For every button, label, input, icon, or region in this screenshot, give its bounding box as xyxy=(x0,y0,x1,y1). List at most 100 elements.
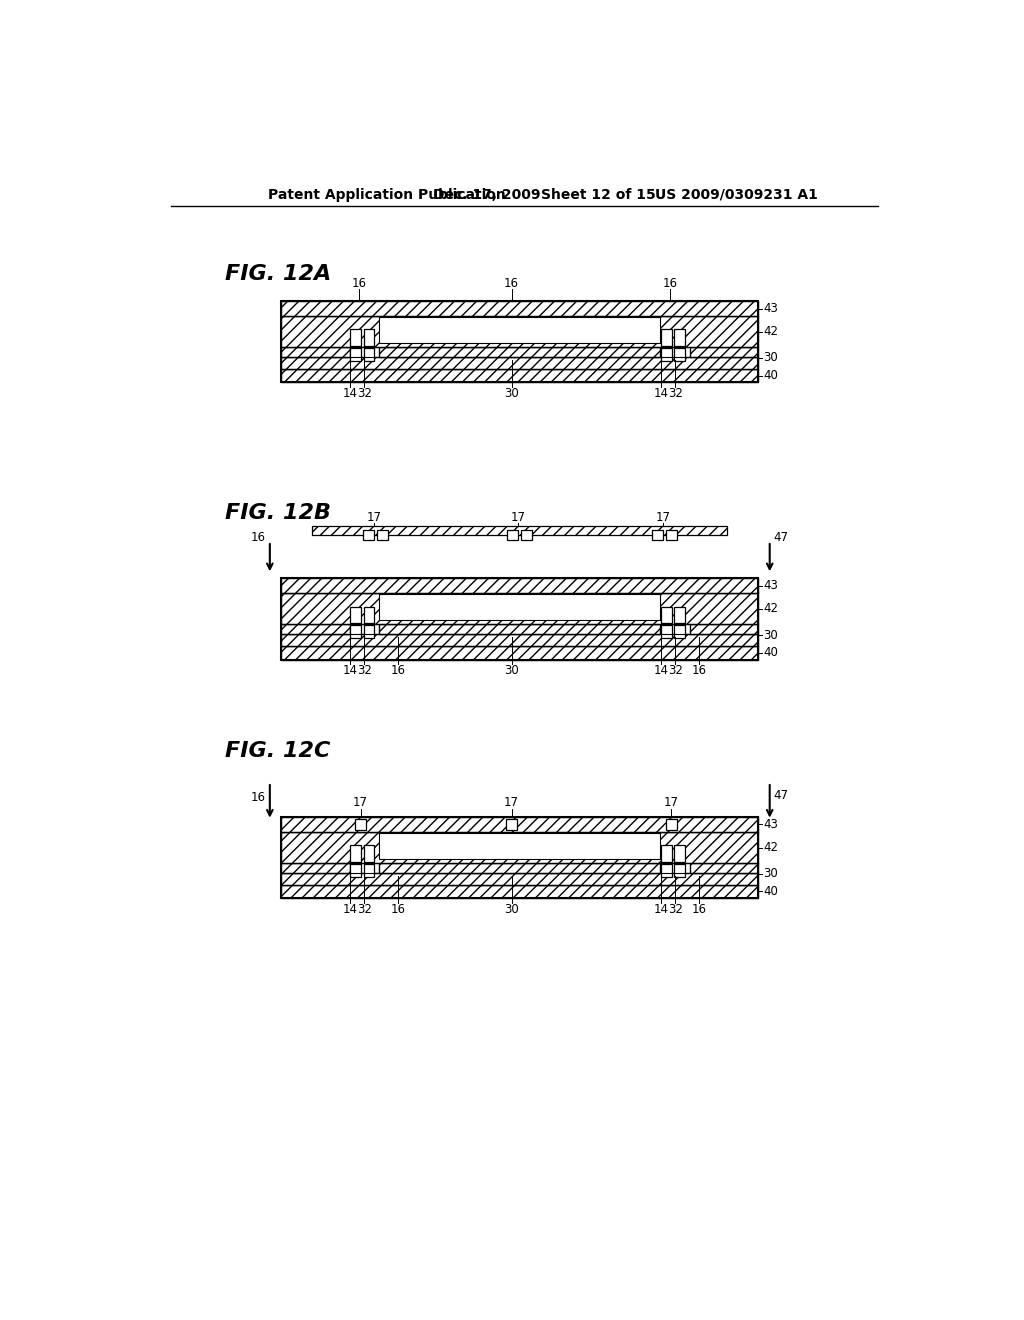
Bar xyxy=(282,301,758,317)
Text: 16: 16 xyxy=(351,277,367,289)
Text: 42: 42 xyxy=(764,602,778,615)
Bar xyxy=(282,578,758,660)
Bar xyxy=(652,529,663,540)
Text: 30: 30 xyxy=(504,664,519,677)
Text: 17: 17 xyxy=(353,796,368,809)
Bar xyxy=(364,845,375,862)
Bar xyxy=(282,578,758,594)
Text: 30: 30 xyxy=(504,903,519,916)
Bar xyxy=(507,529,518,540)
Bar xyxy=(350,348,361,360)
Bar xyxy=(282,594,758,624)
Bar xyxy=(364,330,375,346)
Bar xyxy=(666,529,677,540)
Bar xyxy=(282,817,758,899)
Bar xyxy=(379,347,660,358)
Bar xyxy=(675,607,685,623)
Bar xyxy=(364,607,375,623)
Bar xyxy=(662,330,672,346)
Text: 14: 14 xyxy=(343,664,358,677)
Text: 32: 32 xyxy=(357,664,372,677)
Text: 30: 30 xyxy=(764,628,778,642)
Text: 40: 40 xyxy=(764,647,778,659)
Text: 14: 14 xyxy=(653,664,669,677)
Bar xyxy=(662,845,672,862)
Text: 32: 32 xyxy=(357,387,372,400)
Text: 16: 16 xyxy=(691,664,707,677)
Bar xyxy=(282,358,758,368)
Text: 14: 14 xyxy=(343,387,358,400)
Bar xyxy=(364,348,375,360)
Bar xyxy=(364,863,375,876)
Bar xyxy=(282,347,349,358)
Text: 40: 40 xyxy=(764,370,778,381)
Text: Patent Application Publication: Patent Application Publication xyxy=(267,187,505,202)
Text: 17: 17 xyxy=(510,511,525,524)
Text: FIG. 12B: FIG. 12B xyxy=(225,503,331,523)
Text: 16: 16 xyxy=(663,277,677,289)
Bar xyxy=(690,863,758,873)
Text: 30: 30 xyxy=(764,867,778,880)
Bar xyxy=(282,645,758,660)
Bar xyxy=(282,863,349,873)
Bar xyxy=(521,529,531,540)
Bar xyxy=(690,347,758,358)
Text: 40: 40 xyxy=(764,884,778,898)
Text: 42: 42 xyxy=(764,325,778,338)
Text: 47: 47 xyxy=(773,788,788,801)
Bar xyxy=(282,301,758,383)
Text: 42: 42 xyxy=(764,841,778,854)
Text: 32: 32 xyxy=(668,387,683,400)
Bar xyxy=(364,626,375,638)
Text: 16: 16 xyxy=(504,277,519,289)
Text: 43: 43 xyxy=(764,579,778,593)
Text: Sheet 12 of 15: Sheet 12 of 15 xyxy=(541,187,655,202)
Text: 47: 47 xyxy=(773,531,788,544)
Bar xyxy=(662,348,672,360)
Bar xyxy=(350,863,361,876)
Text: FIG. 12C: FIG. 12C xyxy=(225,742,331,762)
Text: 17: 17 xyxy=(367,511,381,524)
Bar xyxy=(675,330,685,346)
Text: 16: 16 xyxy=(391,664,406,677)
Text: 30: 30 xyxy=(504,387,519,400)
Bar xyxy=(675,626,685,638)
Text: Dec. 17, 2009: Dec. 17, 2009 xyxy=(432,187,540,202)
Bar xyxy=(379,624,660,635)
Text: 32: 32 xyxy=(668,664,683,677)
Bar xyxy=(690,624,758,635)
Text: 17: 17 xyxy=(504,796,519,809)
Text: 43: 43 xyxy=(764,818,778,832)
Bar xyxy=(379,594,660,620)
Text: 32: 32 xyxy=(668,903,683,916)
Bar xyxy=(377,529,388,540)
Bar xyxy=(282,873,758,884)
Bar xyxy=(662,607,672,623)
Bar xyxy=(282,317,758,347)
Bar xyxy=(282,624,349,635)
Text: 17: 17 xyxy=(664,796,679,809)
Bar xyxy=(379,317,660,343)
Bar xyxy=(666,818,677,830)
Bar xyxy=(312,525,727,535)
Bar xyxy=(675,348,685,360)
Bar xyxy=(350,607,361,623)
Bar xyxy=(350,330,361,346)
Bar xyxy=(379,863,660,873)
Text: 43: 43 xyxy=(764,302,778,315)
Bar xyxy=(282,817,758,832)
Bar xyxy=(662,626,672,638)
Bar xyxy=(282,368,758,383)
Bar xyxy=(282,884,758,899)
Text: 16: 16 xyxy=(691,903,707,916)
Bar xyxy=(675,863,685,876)
Bar xyxy=(350,845,361,862)
Bar xyxy=(282,635,758,645)
Text: 14: 14 xyxy=(653,387,669,400)
Text: 32: 32 xyxy=(357,903,372,916)
Bar xyxy=(506,818,517,830)
Text: 16: 16 xyxy=(391,903,406,916)
Bar xyxy=(662,863,672,876)
Text: US 2009/0309231 A1: US 2009/0309231 A1 xyxy=(655,187,818,202)
Text: 14: 14 xyxy=(653,903,669,916)
